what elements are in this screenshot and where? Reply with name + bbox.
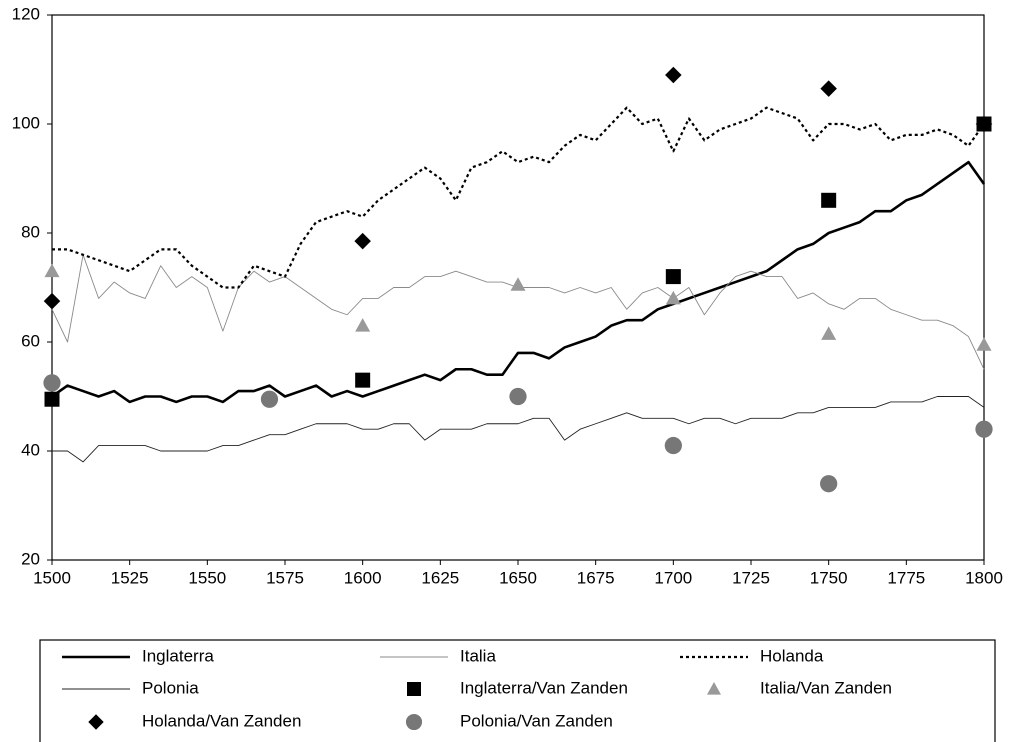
x-tick-label: 1575 [266, 568, 304, 587]
data-line [51, 160, 986, 404]
marker-diamond [975, 115, 993, 133]
marker-square [44, 391, 60, 407]
legend-label: Italia/Van Zanden [760, 678, 892, 697]
marker-circle [820, 475, 838, 493]
x-tick-label: 1500 [33, 568, 71, 587]
y-tick-label: 60 [21, 331, 40, 350]
legend-label: Holanda [760, 646, 824, 665]
marker-square [665, 269, 681, 285]
marker-square [821, 192, 837, 208]
marker-triangle [510, 277, 526, 291]
legend-symbol [707, 682, 721, 695]
legend-label: Inglaterra [142, 646, 214, 665]
legend-box [39, 639, 996, 742]
marker-diamond [354, 232, 371, 250]
marker-triangle [665, 290, 681, 305]
y-tick-label: 40 [21, 440, 40, 459]
marker-circle [664, 436, 682, 455]
marker-diamond [43, 292, 61, 310]
y-tick-label: 20 [21, 549, 40, 568]
marker-triangle [355, 318, 371, 332]
legend-label: Italia [460, 646, 496, 665]
x-tick-label: 1525 [111, 568, 149, 587]
marker-triangle [44, 263, 60, 278]
x-tick-label: 1600 [344, 568, 382, 587]
marker-square [355, 372, 371, 388]
marker-diamond [820, 80, 837, 97]
legend-label: Polonia/Van Zanden [460, 711, 613, 730]
y-tick-label: 100 [12, 113, 40, 132]
legend-symbol [407, 682, 421, 696]
x-tick-label: 1725 [732, 568, 770, 587]
x-tick-label: 1750 [810, 568, 848, 587]
marker-circle [509, 387, 527, 406]
x-tick-label: 1650 [499, 568, 537, 587]
marker-circle [260, 390, 279, 408]
x-tick-label: 1800 [965, 568, 1003, 587]
marker-diamond [665, 66, 682, 84]
marker-circle [975, 420, 993, 438]
legend-symbol [405, 713, 423, 731]
x-tick-label: 1700 [654, 568, 692, 587]
y-tick-label: 120 [12, 4, 40, 23]
marker-triangle [821, 326, 837, 340]
x-tick-label: 1550 [188, 568, 226, 587]
legend-label: Holanda/Van Zanden [142, 711, 301, 730]
marker-triangle [976, 337, 992, 351]
legend-symbol [88, 714, 104, 730]
y-tick-label: 80 [21, 222, 40, 241]
legend-label: Inglaterra/Van Zanden [460, 678, 628, 697]
x-tick-label: 1675 [577, 568, 615, 587]
x-tick-label: 1775 [887, 568, 925, 587]
x-tick-label: 1625 [421, 568, 459, 587]
legend-label: Polonia [142, 678, 199, 697]
marker-circle [43, 374, 61, 392]
data-line [52, 396, 985, 463]
data-line [52, 106, 985, 289]
